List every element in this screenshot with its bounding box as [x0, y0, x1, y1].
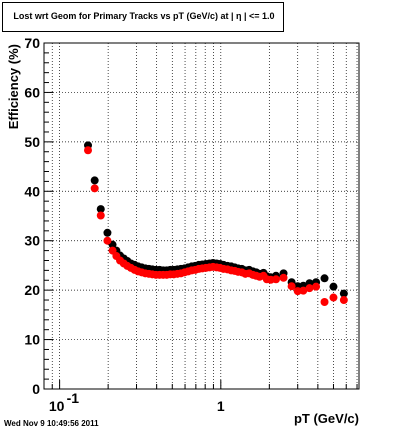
data-point-red [103, 236, 112, 245]
data-point-black [103, 228, 112, 237]
data-point-red [329, 293, 338, 302]
data-point-red [84, 146, 92, 155]
x-tick-label: 1 [217, 398, 225, 414]
y-tick-label: 70 [24, 35, 40, 51]
y-tick-label: 0 [32, 381, 40, 397]
data-point-red [312, 282, 321, 291]
y-tick-label: 40 [24, 183, 40, 199]
plot-frame [43, 42, 360, 390]
y-axis-title: Efficiency (%) [6, 44, 21, 129]
data-point-red [339, 296, 348, 305]
axes [43, 42, 359, 390]
data-point-red [320, 298, 329, 307]
data-point-red [279, 273, 288, 282]
data-point-red [305, 284, 314, 293]
y-tick-label: 10 [24, 332, 40, 348]
data-point-black [339, 289, 348, 298]
y-tick-label: 50 [24, 134, 40, 150]
x-axis-title: pT (GeV/c) [294, 411, 359, 426]
data-markers [84, 141, 348, 307]
data-point-red [272, 275, 280, 284]
y-tick-label: 20 [24, 282, 40, 298]
datestamp: Wed Nov 9 10:49:56 2011 [4, 419, 99, 428]
data-point-red [287, 282, 296, 291]
data-point-red [90, 184, 99, 193]
data-point-black [90, 176, 99, 185]
y-tick-label: 30 [24, 233, 40, 249]
chart-title-box: Lost wrt Geom for Primary Tracks vs pT (… [2, 2, 284, 32]
y-tick-label: 60 [24, 84, 40, 100]
chart-title: Lost wrt Geom for Primary Tracks vs pT (… [13, 11, 275, 21]
data-point-black [96, 205, 105, 214]
x-tick-label: 10 [49, 398, 65, 414]
data-point-black [329, 282, 338, 291]
x-tick-exponent: -1 [67, 390, 80, 406]
data-point-red [299, 286, 308, 295]
data-point-red [96, 211, 105, 220]
data-point-black [320, 274, 329, 283]
